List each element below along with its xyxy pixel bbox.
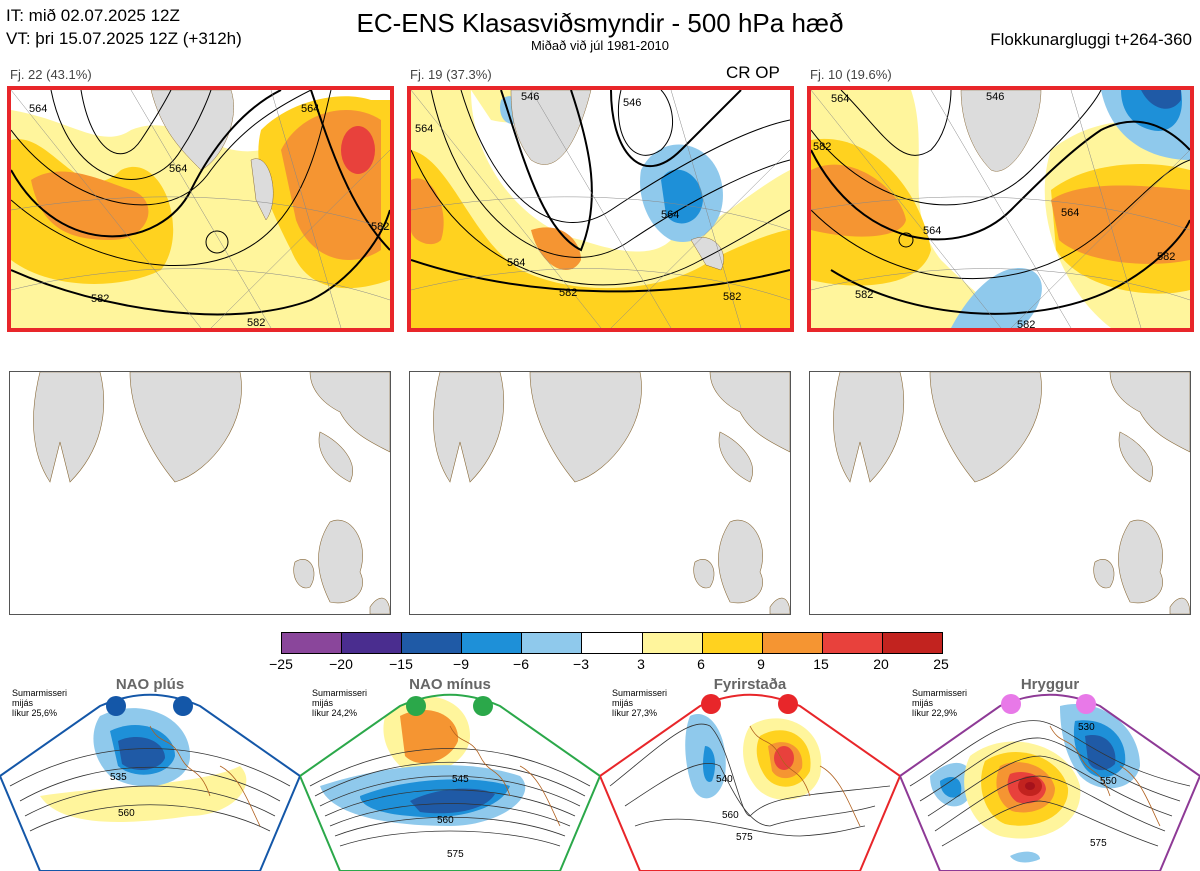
cluster-3-label: Fj. 10 (19.6%) — [810, 67, 892, 82]
colorbar-swatch — [642, 633, 703, 653]
cluster-3-contour-label: 582 — [1017, 319, 1035, 328]
colorbar-swatch — [342, 633, 403, 653]
colorbar-tick: 25 — [933, 656, 949, 672]
colorbar-swatch — [522, 633, 583, 653]
cluster-3-map[interactable]: 564 546 582 564 564 582 582 582 — [807, 86, 1194, 332]
cluster-1-contour-label: 582 — [371, 221, 389, 233]
cluster-1-contour-label: 582 — [91, 293, 109, 305]
colorbar-swatch — [282, 633, 343, 653]
colorbar-swatch — [582, 633, 643, 653]
regime-contour-label: 530 — [1078, 722, 1095, 733]
cluster-3-contour-label: 564 — [1061, 207, 1079, 219]
base-map-2[interactable] — [409, 371, 791, 615]
regime-title: NAO mínus — [409, 676, 491, 693]
cluster-1-label: Fj. 22 (43.1%) — [10, 67, 92, 82]
cluster-1-map[interactable]: 564 564 564 582 582 582 — [7, 86, 394, 332]
regime-note: Sumarmisseri mijás líkur 27,3% — [612, 688, 668, 718]
colorbar-swatch — [402, 633, 463, 653]
colorbar-tick: −6 — [513, 656, 529, 672]
base-map-3[interactable] — [809, 371, 1191, 615]
page-subtitle: Miðað við júl 1981-2010 — [530, 38, 670, 53]
colorbar-tick: −20 — [329, 656, 353, 672]
colorbar-tick: 6 — [697, 656, 705, 672]
cluster-2-contour-label: 582 — [559, 287, 577, 299]
colorbar-tick: −3 — [573, 656, 589, 672]
regime-contour-label: 560 — [722, 810, 739, 821]
regime-contour-label: 575 — [447, 849, 464, 860]
cluster-1-contour-label: 564 — [301, 103, 319, 115]
classification-window: Flokkunargluggi t+264-360 — [990, 30, 1192, 49]
colorbar-swatch — [762, 633, 823, 653]
base-map-1[interactable] — [9, 371, 391, 615]
regime-ridge[interactable]: 530 550 575 Hryggur Sumarmisseri mijás lík… — [900, 676, 1200, 871]
regime-title: NAO plús — [115, 676, 185, 693]
cluster-2-contour-label: 564 — [507, 257, 525, 269]
regime-note: Sumarmisseri mijás líkur 22,9% — [912, 688, 968, 718]
regime-contour-label: 560 — [437, 815, 454, 826]
colorbar-swatch — [882, 633, 943, 653]
colorbar-tick: 3 — [637, 656, 645, 672]
anomaly-colorbar — [281, 632, 943, 654]
cluster-3-contour-label: 546 — [986, 91, 1004, 103]
colorbar-swatch — [462, 633, 523, 653]
regime-nao-plus[interactable]: 535 560 NAO plús Sumarmisseri mijás líkur … — [0, 676, 300, 871]
colorbar-tick: 20 — [873, 656, 889, 672]
regime-contour-label: 540 — [716, 774, 733, 785]
colorbar-tick: −25 — [269, 656, 293, 672]
cluster-2-label: Fj. 19 (37.3%) — [410, 67, 492, 82]
cluster-2-contour-label: 564 — [661, 209, 679, 221]
colorbar-swatch — [822, 633, 883, 653]
regime-note: Sumarmisseri mijás líkur 25,6% — [12, 688, 68, 718]
valid-time: VT: þri 15.07.2025 12Z (+312h) — [6, 29, 242, 48]
cluster-3-contour-label: 582 — [813, 141, 831, 153]
cluster-2-flags: CR OP — [726, 63, 780, 82]
cluster-3-contour-label: 564 — [831, 93, 849, 105]
cluster-1-contour-label: 564 — [29, 103, 47, 115]
regime-title: Hryggur — [1020, 676, 1080, 693]
regime-title: Fyrirstaða — [713, 676, 787, 693]
cluster-2-contour-label: 546 — [521, 91, 539, 103]
cluster-3-contour-label: 582 — [855, 289, 873, 301]
cluster-3-contour-label: 564 — [923, 225, 941, 237]
cluster-2-contour-label: 546 — [623, 97, 641, 109]
regime-nao-minus[interactable]: 545 560 575 NAO mínus Sumarmisseri mijás l… — [300, 676, 600, 871]
regime-contour-label: 560 — [118, 808, 135, 819]
cluster-1-contour-label: 564 — [169, 163, 187, 175]
regime-contour-label: 550 — [1100, 776, 1117, 787]
regime-blocking[interactable]: 540 560 575 Fyrirstaða Sumarmisseri mijás… — [600, 676, 900, 871]
colorbar-tick: −9 — [453, 656, 469, 672]
regime-contour-label: 575 — [736, 832, 753, 843]
regime-contour-label: 575 — [1090, 838, 1107, 849]
init-time: IT: mið 02.07.2025 12Z — [6, 6, 180, 25]
regime-note: Sumarmisseri mijás líkur 24,2% — [312, 688, 368, 718]
page-title: EC-ENS Klasasviðsmyndir - 500 hPa hæð — [356, 8, 844, 38]
colorbar-swatch — [702, 633, 763, 653]
colorbar-tick: −15 — [389, 656, 413, 672]
colorbar-tick: 15 — [813, 656, 829, 672]
cluster-1-contour-label: 582 — [247, 317, 265, 328]
regime-contour-label: 535 — [110, 772, 127, 783]
init-valid-times: IT: mið 02.07.2025 12Z VT: þri 15.07.202… — [6, 4, 242, 50]
cluster-2-contour-label: 582 — [723, 291, 741, 303]
colorbar-tick: 9 — [757, 656, 765, 672]
cluster-2-contour-label: 564 — [415, 123, 433, 135]
cluster-2-map[interactable]: 546 546 564 564 564 582 582 — [407, 86, 794, 332]
regime-contour-label: 545 — [452, 774, 469, 785]
cluster-3-contour-label: 582 — [1157, 251, 1175, 263]
